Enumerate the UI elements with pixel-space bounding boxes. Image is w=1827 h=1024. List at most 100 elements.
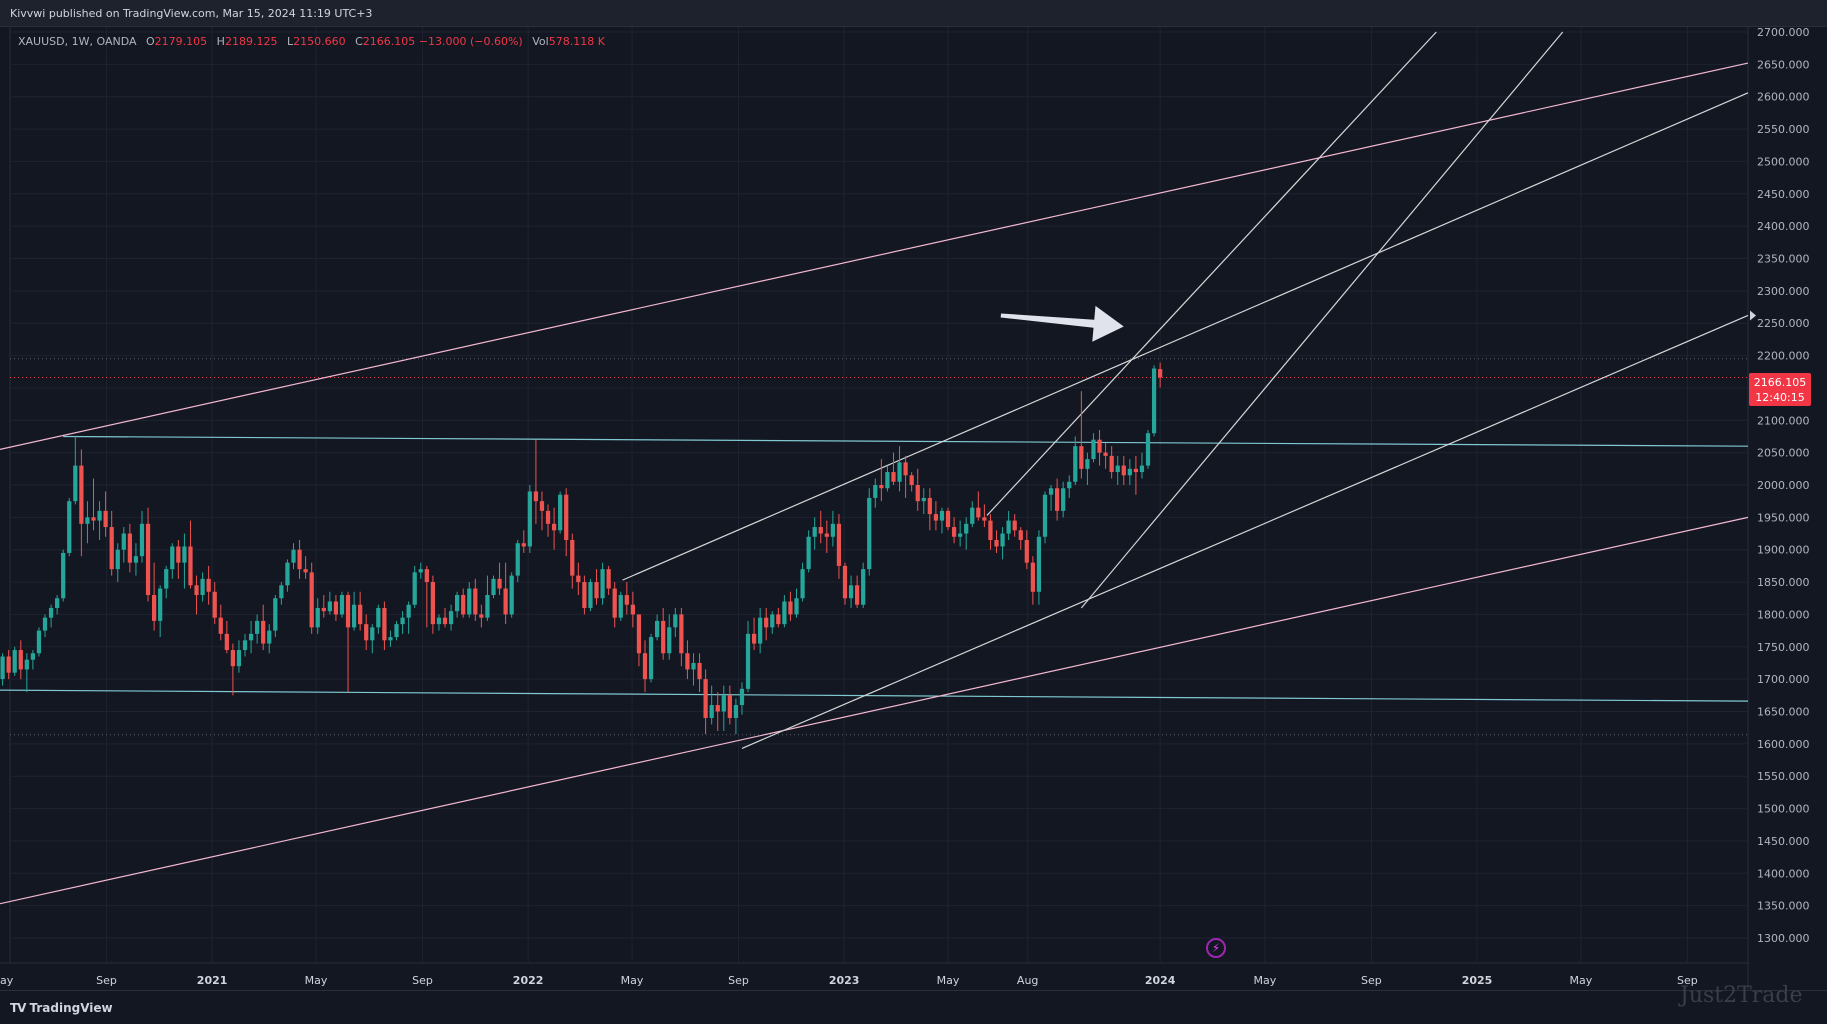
candle-body [636,614,642,654]
candle-body [36,630,42,654]
price-tick-label: 2600.000 [1757,91,1810,104]
open-label: O [146,35,155,48]
candle-body [442,617,448,625]
broker-watermark: Just2Trade [1680,983,1803,1008]
candle-body [539,501,545,511]
candle-body [945,510,951,528]
symbol-legend: XAUUSD, 1W, OANDA O2179.105 H2189.125 L2… [18,35,605,48]
candle-body [885,472,890,489]
candle-body [679,614,684,654]
candle-body [958,533,963,537]
candle-body [182,546,187,563]
candle-body [927,497,932,515]
candle-body [321,607,326,612]
low-value: 2150.660 [293,35,346,48]
candle-body [867,497,872,570]
price-chart[interactable]: 1300.000 1350.000 1400.000 1450.000 1500.000… [0,27,1827,990]
candle-body [655,620,660,638]
candle-body [1006,520,1011,534]
high-value: 2189.125 [224,35,278,48]
time-axis[interactable]: ay Sep 2021 May Sep 2022 May Sep 2023 May Aug 2024 M… [0,974,1698,987]
candle-body [703,679,708,718]
candle-body [618,595,623,618]
candle-body [97,510,102,521]
candle-body [158,588,163,621]
price-tick-label: 2250.000 [1757,317,1810,330]
time-tick-label: 2022 [513,974,544,987]
candle-body [479,614,484,618]
trend-line-trend-c [986,31,1437,516]
candle-body [824,533,829,537]
candle-body [79,465,84,524]
tradingview-logo[interactable]: TV TradingView [10,1001,113,1015]
candle-body [6,656,11,673]
candle-body [139,523,145,557]
price-tick-label: 2300.000 [1757,285,1810,298]
price-tick-label: 1550.000 [1757,770,1810,783]
price-tick-label: 2000.000 [1757,479,1810,492]
candle-body [964,523,969,534]
candle-body [376,607,381,628]
price-tick-label: 2650.000 [1757,58,1810,71]
time-tick-label: 2023 [829,974,860,987]
price-tick-label: 2050.000 [1757,447,1810,460]
candle-body [1097,439,1102,453]
price-tick-label: 2400.000 [1757,220,1810,233]
price-axis-marker [1750,310,1756,321]
candle-body [533,491,539,502]
candle-body [115,549,120,570]
candle-body [1000,533,1005,547]
price-axis[interactable]: 1300.000 1350.000 1400.000 1450.000 1500.000… [1750,27,1810,945]
price-tick-label: 1650.000 [1757,706,1810,719]
candle-body [85,517,90,524]
lightning-icon[interactable]: ⚡ [1206,938,1226,958]
tradingview-brand: TradingView [29,1001,113,1015]
candle-body [1121,465,1126,476]
price-tick-label: 1450.000 [1757,835,1810,848]
arrow-shape [1000,305,1124,342]
time-tick-label: 2024 [1145,974,1176,987]
candle-body [582,582,587,608]
candle-body [1036,536,1042,592]
candle-body [745,633,751,689]
candle-body [994,540,999,547]
candle-body [933,514,939,521]
candle-body [345,595,351,628]
candle-body [776,614,781,625]
candle-body [739,688,745,706]
time-tick-label: ay [0,974,14,987]
candle-body [1109,455,1114,473]
candle-body [606,569,611,589]
candle-body [55,598,60,608]
candle-body [788,601,793,615]
time-tick-label: Sep [412,974,433,987]
time-tick-label: May [937,974,960,987]
candle-body [248,633,254,641]
candle-body [848,585,854,599]
candle-body [133,556,139,563]
price-tick-label: 1300.000 [1757,932,1810,945]
price-tick-label: 1750.000 [1757,641,1810,654]
candle-body [970,507,975,524]
candle-body [667,627,672,654]
candle-body [467,588,472,615]
candle-body [770,614,775,628]
trend-line-trend-a [622,92,1749,581]
candle-body [382,607,387,641]
current-price: 2166.105 [1753,376,1807,389]
candle-body [418,569,423,573]
candle-body [988,520,993,541]
candle-body [48,607,54,618]
candle-body [648,637,654,680]
price-tick-label: 1900.000 [1757,544,1810,557]
candle-body [424,569,429,583]
candle-body [91,517,96,521]
candle-body [448,611,454,625]
bar-countdown: 12:40:15 [1755,391,1805,404]
price-tick-label: 1350.000 [1757,900,1810,913]
candle-body [194,585,199,596]
candle-body [624,595,629,605]
tv-logo-icon: TV [10,1001,27,1015]
trend-line-trend-b [741,314,1749,749]
trend-line-trend-d [1080,31,1564,609]
